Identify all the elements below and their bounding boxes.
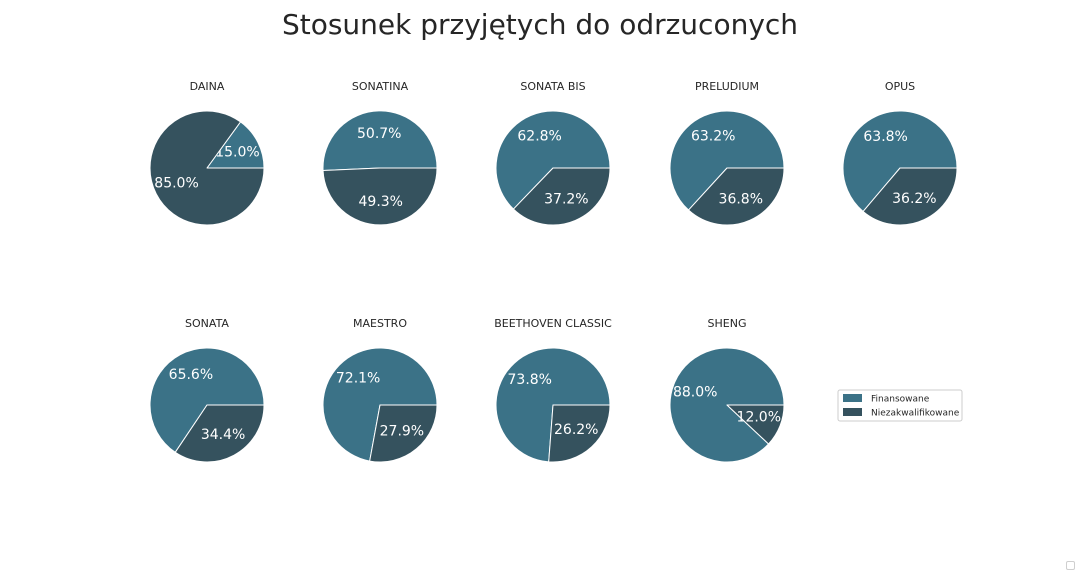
pie-title-sonatina: SONATINA	[352, 80, 409, 93]
pie-title-maestro: MAESTRO	[353, 317, 407, 330]
pie-label-sheng-niezakwalifikowane: 12.0%	[737, 410, 781, 426]
pie-label-maestro-finansowane: 72.1%	[336, 371, 380, 387]
legend-swatch-niezakwalifikowane	[843, 408, 862, 416]
pie-slice-daina-finansowane	[206, 121, 265, 169]
pie-label-beethoven-classic-niezakwalifikowane: 26.2%	[554, 422, 598, 438]
pie-title-sonata: SONATA	[185, 317, 229, 330]
pie-title-beethoven-classic: BEETHOVEN CLASSIC	[494, 317, 612, 330]
pie-slice-opus-finansowane	[842, 110, 958, 212]
pie-slice-preludium-finansowane	[669, 110, 785, 211]
pie-label-sonata-finansowane: 65.6%	[169, 367, 213, 383]
pie-slice-sonata-bis-niezakwalifikowane	[512, 167, 611, 226]
legend-label-finansowane: Finansowane	[871, 395, 930, 405]
pies-group: DAINA 15.0% 85.0% SONATINA 50.7% 49.3% SONATA …	[149, 80, 958, 463]
pie-title-sonata-bis: SONATA BIS	[520, 80, 585, 93]
pie-title-opus: OPUS	[885, 80, 915, 93]
pie-slice-sonata-niezakwalifikowane	[174, 404, 265, 463]
pie-slice-opus-niezakwalifikowane	[862, 167, 958, 226]
pie-slice-sheng-niezakwalifikowane	[726, 404, 785, 445]
legend-frame	[837, 389, 963, 422]
pie-slice-beethoven-classic-niezakwalifikowane	[548, 404, 611, 463]
legend: Finansowane Niezakwalifikowane	[837, 389, 963, 422]
pie-label-sonatina-finansowane: 50.7%	[357, 126, 401, 142]
pie-slice-sonatina-niezakwalifikowane	[322, 167, 438, 226]
pie-label-opus-finansowane: 63.8%	[863, 129, 907, 145]
pie-label-sonata-niezakwalifikowane: 34.4%	[201, 427, 245, 443]
pie-label-beethoven-classic-finansowane: 73.8%	[508, 372, 552, 388]
pie-title-preludium: PRELUDIUM	[695, 80, 759, 93]
pie-label-opus-niezakwalifikowane: 36.2%	[892, 191, 936, 207]
pie-title-daina: DAINA	[190, 80, 225, 93]
pie-slice-daina-niezakwalifikowane	[149, 110, 265, 226]
pie-title-sheng: SHENG	[708, 317, 747, 330]
pie-slice-sonatina-finansowane	[322, 110, 438, 172]
pie-label-preludium-niezakwalifikowane: 36.8%	[719, 191, 763, 207]
pie-label-sheng-finansowane: 88.0%	[673, 384, 717, 400]
pie-label-preludium-finansowane: 63.2%	[691, 129, 735, 145]
legend-swatch-finansowane	[843, 394, 862, 402]
legend-label-niezakwalifikowane: Niezakwalifikowane	[871, 409, 960, 419]
pie-label-daina-niezakwalifikowane: 85.0%	[154, 176, 198, 192]
corner-control[interactable]	[1066, 561, 1075, 570]
pie-label-sonata-bis-finansowane: 62.8%	[517, 129, 561, 145]
pie-slice-sonata-finansowane	[149, 347, 265, 453]
pie-slice-maestro-niezakwalifikowane	[369, 404, 438, 463]
pie-label-sonata-bis-niezakwalifikowane: 37.2%	[544, 191, 588, 207]
chart-title: Stosunek przyjętych do odrzuconych	[282, 8, 798, 41]
pie-label-daina-finansowane: 15.0%	[215, 144, 259, 160]
pie-label-maestro-niezakwalifikowane: 27.9%	[380, 423, 424, 439]
pie-label-sonatina-niezakwalifikowane: 49.3%	[359, 194, 403, 210]
pie-slice-sonata-bis-finansowane	[495, 110, 611, 210]
pie-slice-preludium-niezakwalifikowane	[688, 167, 785, 226]
